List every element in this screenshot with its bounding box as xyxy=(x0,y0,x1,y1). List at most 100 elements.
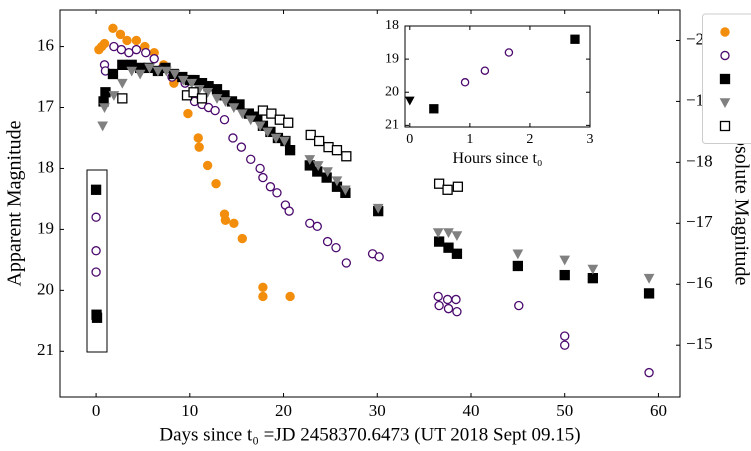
marker xyxy=(108,23,118,33)
marker xyxy=(451,248,463,259)
x-tick-label: 3 xyxy=(587,132,594,147)
marker xyxy=(322,236,333,247)
marker xyxy=(514,300,524,311)
x-tick-label: 40 xyxy=(462,401,479,420)
marker xyxy=(91,246,101,256)
marker xyxy=(99,38,110,49)
y-axis-label: Apparent Magnitude xyxy=(4,120,26,286)
marker xyxy=(202,88,213,98)
marker xyxy=(331,145,343,156)
marker xyxy=(117,59,128,71)
marker xyxy=(91,312,103,323)
legend-marker xyxy=(719,98,731,109)
marker xyxy=(100,87,111,98)
y2-tick-label: −15 xyxy=(686,334,713,353)
marker xyxy=(279,136,290,147)
marker xyxy=(560,331,570,341)
marker xyxy=(643,288,655,299)
marker xyxy=(341,258,352,268)
marker xyxy=(228,103,240,114)
y-tick-label: 21 xyxy=(37,340,54,359)
x-tick-label: 20 xyxy=(275,401,292,420)
y2-axis-label: Absolute Magnitude xyxy=(730,122,751,286)
marker xyxy=(644,367,654,378)
marker xyxy=(196,93,208,104)
x-tick-label: 2 xyxy=(526,132,533,147)
y-tick-label: 20 xyxy=(385,84,399,99)
marker xyxy=(228,133,238,143)
marker xyxy=(432,228,444,238)
marker xyxy=(254,121,266,132)
marker xyxy=(211,94,223,104)
marker xyxy=(341,151,352,162)
marker xyxy=(210,105,220,116)
y2-tick-label: −17 xyxy=(686,212,713,231)
marker xyxy=(262,127,273,138)
marker xyxy=(246,154,256,165)
marker xyxy=(433,291,443,302)
marker xyxy=(245,115,257,126)
marker xyxy=(186,78,198,89)
marker xyxy=(149,54,159,64)
marker xyxy=(404,96,415,106)
marker xyxy=(560,340,570,350)
marker xyxy=(285,291,295,302)
marker xyxy=(152,66,164,77)
marker xyxy=(559,255,571,266)
x-axis-label: Hours since t₀ xyxy=(452,150,542,167)
marker xyxy=(451,294,461,305)
marker xyxy=(108,91,120,101)
marker xyxy=(587,264,599,275)
legend-marker xyxy=(719,73,731,85)
marker xyxy=(91,212,101,222)
y-tick-label: 18 xyxy=(385,18,399,33)
marker xyxy=(116,78,128,89)
y-tick-label: 16 xyxy=(37,35,54,54)
marker xyxy=(322,167,333,178)
marker xyxy=(374,252,384,262)
marker xyxy=(236,109,248,120)
marker xyxy=(284,145,296,156)
marker xyxy=(91,267,101,277)
x-axis-label: Days since t₀ =JD 2458370.6473 (UT 2018 … xyxy=(159,424,580,445)
marker xyxy=(126,66,138,77)
plot-frame xyxy=(404,25,591,128)
y-tick-label: 18 xyxy=(37,157,54,176)
marker xyxy=(99,103,110,114)
marker xyxy=(211,84,223,95)
marker xyxy=(220,215,231,225)
marker xyxy=(442,294,453,305)
x-tick-label: 10 xyxy=(181,401,198,420)
x-tick-label: 60 xyxy=(650,401,667,420)
legend-marker xyxy=(719,120,731,132)
marker xyxy=(331,242,341,253)
x-tick-label: 30 xyxy=(369,401,386,420)
marker xyxy=(442,184,453,195)
marker xyxy=(480,66,490,75)
marker xyxy=(237,233,247,244)
marker xyxy=(144,63,155,74)
marker xyxy=(258,291,268,302)
legend-marker xyxy=(720,50,730,61)
marker xyxy=(452,306,462,317)
marker xyxy=(305,129,316,141)
marker xyxy=(323,141,334,153)
marker xyxy=(122,35,132,46)
marker xyxy=(314,135,325,147)
marker xyxy=(258,172,268,183)
marker xyxy=(194,142,204,152)
marker xyxy=(570,34,580,44)
marker xyxy=(107,68,119,80)
x-tick-label: 50 xyxy=(556,401,573,420)
marker xyxy=(255,163,265,174)
marker xyxy=(443,242,454,253)
marker xyxy=(219,115,230,125)
marker xyxy=(443,228,454,238)
marker xyxy=(559,269,570,281)
marker xyxy=(283,117,294,128)
marker xyxy=(512,249,524,260)
marker xyxy=(340,185,351,196)
marker xyxy=(270,133,282,144)
marker xyxy=(443,303,454,314)
